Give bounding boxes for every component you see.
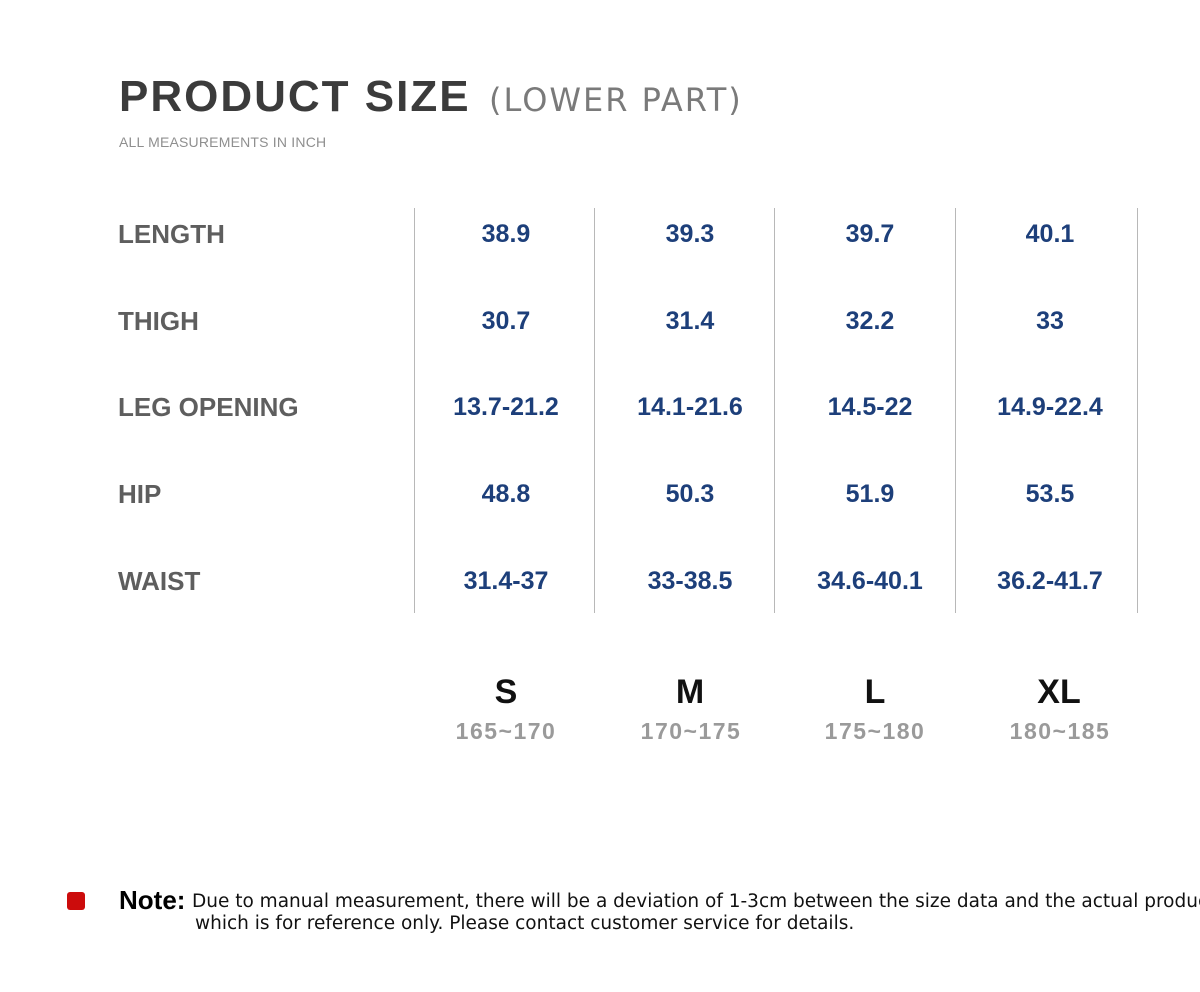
column-divider (594, 208, 595, 613)
table-cell: 31.4-37 (463, 567, 549, 595)
table-cell: 40.1 (1025, 220, 1075, 248)
table-cell: 30.7 (481, 307, 531, 335)
table-cell: 38.9 (481, 220, 531, 248)
table-cell: 39.3 (665, 220, 715, 248)
table-cell: 51.9 (845, 480, 895, 508)
page-title: PRODUCT SIZE (119, 72, 471, 121)
table-cell: 33 (1036, 307, 1064, 335)
note-bullet-icon (67, 892, 85, 910)
height-range-xl: 180~185 (1009, 718, 1111, 744)
table-cell: 31.4 (665, 307, 715, 335)
table-cell: 32.2 (845, 307, 895, 335)
table-cell: 36.2-41.7 (997, 567, 1103, 595)
column-divider (955, 208, 956, 613)
row-label-length: LENGTH (118, 219, 225, 249)
size-label-s: S (494, 673, 518, 711)
note-text-line-2: which is for reference only. Please cont… (195, 913, 855, 934)
row-label-hip: HIP (118, 479, 162, 509)
table-cell: 14.1-21.6 (637, 393, 743, 421)
row-label-thigh: THIGH (118, 306, 199, 336)
height-range-l: 175~180 (824, 718, 926, 744)
column-divider (1137, 208, 1138, 613)
size-label-l: L (864, 673, 886, 711)
table-cell: 53.5 (1025, 480, 1075, 508)
note-label: Note: (119, 885, 186, 915)
table-cell: 39.7 (845, 220, 895, 248)
table-cell: 48.8 (481, 480, 531, 508)
table-cell: 33-38.5 (647, 567, 733, 595)
table-cell: 34.6-40.1 (817, 567, 923, 595)
table-cell: 50.3 (665, 480, 715, 508)
size-label-xl: XL (1037, 673, 1081, 711)
row-label-leg-opening: LEG OPENING (118, 392, 299, 422)
height-range-s: 165~170 (455, 718, 557, 744)
table-cell: 13.7-21.2 (453, 393, 559, 421)
table-cell: 14.9-22.4 (997, 393, 1103, 421)
height-range-m: 170~175 (640, 718, 742, 744)
units-note: ALL MEASUREMENTS IN INCH (119, 134, 327, 150)
page-subtitle: (LOWER PART) (489, 81, 743, 119)
row-label-waist: WAIST (118, 566, 201, 596)
table-cell: 14.5-22 (827, 393, 913, 421)
column-divider (414, 208, 415, 613)
title-block: PRODUCT SIZE (LOWER PART) (119, 72, 743, 122)
size-label-m: M (675, 673, 705, 711)
column-divider (774, 208, 775, 613)
note-text-line-1: Due to manual measurement, there will be… (192, 891, 1200, 912)
